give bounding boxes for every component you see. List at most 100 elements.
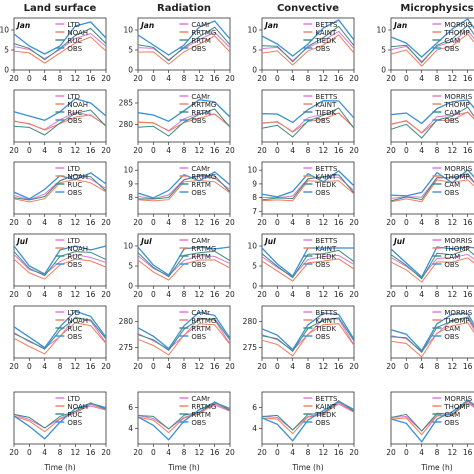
- x-tick-label: 20: [225, 74, 235, 83]
- legend-label: OBS: [444, 261, 459, 269]
- x-tick-label: 16: [334, 448, 344, 457]
- series-line-rrtm: [137, 108, 231, 137]
- period-label: Jul: [139, 237, 152, 246]
- x-tick-label: 20: [133, 290, 143, 299]
- series-line-thomp: [390, 257, 474, 283]
- x-tick-label: 0: [404, 362, 409, 371]
- legend-label: CAM: [444, 411, 460, 419]
- x-tick-label: 12: [195, 362, 205, 371]
- x-tick-label: 4: [42, 218, 47, 227]
- x-tick-label: 0: [275, 448, 280, 457]
- legend-label: CAMr: [191, 93, 210, 101]
- y-tick-label: 5: [4, 46, 9, 55]
- series-line-obs: [261, 312, 355, 351]
- series-line-noah: [13, 36, 107, 64]
- legend-label: THOMP: [443, 403, 469, 411]
- x-axis-label: Time (h): [43, 463, 75, 472]
- legend-label: BETTS: [315, 93, 338, 101]
- x-tick-label: 0: [27, 290, 32, 299]
- legend-label: OBS: [315, 419, 330, 427]
- x-tick-label: 8: [306, 362, 311, 371]
- legend-label: RUC: [67, 181, 82, 189]
- series-line-obs: [390, 246, 474, 279]
- series-line-rrtm: [137, 318, 231, 351]
- x-tick-label: 16: [463, 74, 473, 83]
- legend-label: RUC: [67, 325, 82, 333]
- series-line-rrtmg: [137, 402, 231, 434]
- x-tick-label: 8: [435, 218, 440, 227]
- panel-frame: [13, 233, 107, 287]
- x-tick-label: 4: [42, 290, 47, 299]
- x-tick-label: 8: [182, 362, 187, 371]
- legend-label: KAINT: [315, 403, 337, 411]
- x-tick-label: 20: [9, 448, 19, 457]
- x-tick-label: 20: [386, 448, 396, 457]
- y-tick-label: 0: [128, 66, 133, 75]
- legend-label: RUC: [67, 253, 82, 261]
- x-tick-label: 12: [71, 448, 81, 457]
- x-tick-label: 12: [71, 362, 81, 371]
- panel-frame: [137, 161, 231, 215]
- y-tick-label: 4: [128, 424, 133, 433]
- series-line-kaint: [261, 34, 355, 66]
- x-tick-label: 20: [386, 218, 396, 227]
- legend-label: CAM: [444, 37, 460, 45]
- y-tick-label: 6: [128, 403, 133, 412]
- x-tick-label: 20: [9, 362, 19, 371]
- y-tick-label: 10: [247, 26, 257, 35]
- legend-label: MORRIS: [444, 93, 472, 101]
- legend-label: LTD: [67, 165, 80, 173]
- legend-label: CAMr: [191, 21, 210, 29]
- panel-frame: [13, 305, 107, 359]
- x-tick-label: 12: [71, 218, 81, 227]
- x-tick-label: 8: [435, 146, 440, 155]
- x-tick-label: 12: [448, 146, 458, 155]
- legend-label: MORRIS: [444, 309, 472, 317]
- y-tick-label: 4: [252, 424, 257, 433]
- x-tick-label: 4: [290, 218, 295, 227]
- x-tick-label: 4: [290, 74, 295, 83]
- x-tick-label: 12: [195, 290, 205, 299]
- y-tick-label: 280: [243, 317, 258, 326]
- x-tick-label: 8: [435, 362, 440, 371]
- series-line-cam: [390, 173, 474, 202]
- x-tick-label: 0: [151, 290, 156, 299]
- legend-label: OBS: [67, 261, 82, 269]
- legend-label: OBS: [67, 45, 82, 53]
- series-line-camr: [137, 255, 231, 277]
- x-tick-label: 4: [290, 290, 295, 299]
- series-line-obs: [390, 399, 474, 443]
- x-tick-label: 12: [448, 290, 458, 299]
- series-line-rrtmg: [137, 179, 231, 202]
- series-line-kaint: [261, 401, 355, 435]
- x-tick-label: 8: [306, 218, 311, 227]
- legend-label: OBS: [191, 189, 206, 197]
- x-tick-label: 20: [257, 362, 267, 371]
- panel-frame: [261, 391, 355, 445]
- series-line-obs: [13, 21, 107, 55]
- legend-label: KAINT: [315, 245, 337, 253]
- x-tick-label: 20: [133, 448, 143, 457]
- series-line-obs: [137, 246, 231, 276]
- legend-label: OBS: [315, 333, 330, 341]
- legend-label: OBS: [191, 45, 206, 53]
- series-line-thomp: [390, 179, 474, 203]
- series-line-obs: [261, 19, 355, 57]
- legend-label: LTD: [67, 395, 80, 403]
- legend-label: RRTM: [191, 37, 211, 45]
- x-tick-label: 16: [334, 362, 344, 371]
- x-tick-label: 0: [151, 362, 156, 371]
- panel-frame: [390, 161, 474, 215]
- x-tick-label: 20: [133, 146, 143, 155]
- x-tick-label: 12: [319, 74, 329, 83]
- series-line-betts: [261, 254, 355, 278]
- x-tick-label: 0: [151, 448, 156, 457]
- x-tick-label: 20: [101, 362, 111, 371]
- y-tick-label: 5: [252, 262, 257, 271]
- legend-label: LTD: [67, 21, 80, 29]
- series-line-thomp: [390, 400, 474, 436]
